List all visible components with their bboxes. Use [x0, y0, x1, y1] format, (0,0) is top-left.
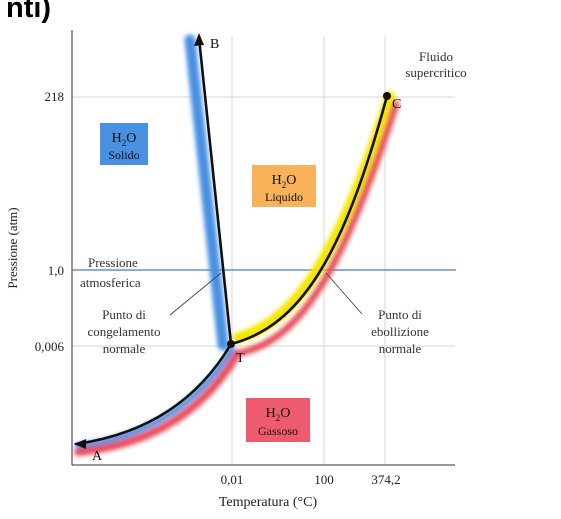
label-A: A	[92, 449, 103, 464]
header-fragment: nti)	[6, 0, 51, 24]
label-T: T	[236, 351, 245, 366]
label-C: C	[392, 97, 401, 112]
phase-boundaries	[74, 36, 389, 446]
boiling-label-3: normale	[379, 341, 422, 356]
curve-T-B	[197, 36, 233, 346]
region-gas: H2O Gassoso	[246, 398, 310, 442]
annotations: Fluido supercritico Pressione atmosferic…	[80, 49, 467, 356]
label-B: B	[210, 37, 219, 52]
atmospheric-label-2: atmosferica	[80, 275, 141, 290]
region-gas-phase: Gassoso	[258, 424, 298, 438]
curve-A-T	[74, 342, 233, 446]
band-liquid-gas-red	[240, 100, 400, 356]
leader-boiling	[325, 272, 363, 315]
y-axis-title: Pressione (atm)	[5, 207, 20, 288]
leader-freezing	[169, 272, 222, 316]
phase-boundary-bands	[74, 34, 400, 456]
point-labels: B C T A	[92, 37, 401, 464]
atmospheric-label-1: Pressione	[88, 255, 138, 270]
supercritical-line-2: supercritico	[405, 65, 466, 80]
region-solid: H2O Solido	[100, 123, 148, 165]
region-solid-formula: H2O	[112, 131, 137, 148]
y-tick-218: 218	[45, 89, 65, 104]
region-liquid-phase: Liquido	[265, 190, 303, 204]
region-liquid-formula: H2O	[272, 173, 297, 190]
x-axis-title: Temperatura (°C)	[219, 495, 318, 510]
boiling-label-2: ebollizione	[371, 324, 429, 339]
freezing-label-1: Punto di	[102, 307, 146, 322]
annotation-leaders	[169, 272, 363, 316]
freezing-label-2: congelamento	[88, 324, 161, 339]
band-solid-gas-blue	[75, 346, 235, 449]
band-solid-liquid	[184, 34, 229, 351]
critical-point-marker	[383, 92, 391, 100]
boiling-label-1: Punto di	[378, 307, 422, 322]
x-tick-100: 100	[314, 472, 334, 487]
region-solid-box	[100, 123, 148, 165]
region-liquid: H2O Liquido	[252, 165, 316, 207]
y-tick-0006: 0,006	[35, 339, 65, 354]
freezing-label-3: normale	[103, 341, 146, 356]
x-tick-001: 0,01	[221, 472, 244, 487]
region-liquid-box	[252, 165, 316, 207]
arrowhead-B	[194, 33, 204, 46]
x-tick-374: 374,2	[371, 472, 400, 487]
region-gas-formula: H2O	[266, 406, 291, 423]
y-tick-1: 1,0	[48, 263, 64, 278]
tick-labels: 218 1,0 0,006 0,01 100 374,2	[35, 89, 401, 487]
triple-point-marker	[227, 340, 235, 348]
band-solid-gas-red	[74, 349, 242, 456]
supercritical-line-1: Fluido	[419, 49, 453, 64]
arrowhead-A	[74, 439, 86, 449]
axes	[71, 30, 455, 466]
region-gas-box	[246, 398, 310, 442]
curve-T-C	[229, 94, 389, 346]
region-solid-phase: Solido	[108, 148, 139, 162]
